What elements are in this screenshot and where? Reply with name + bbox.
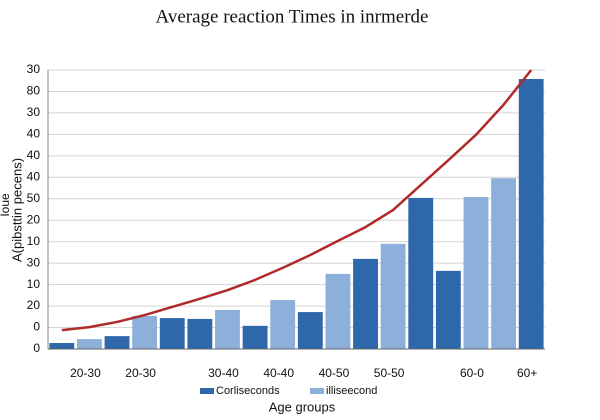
y-tick-label: 40 (27, 148, 41, 162)
bar (435, 270, 461, 349)
bar (463, 197, 489, 349)
bar (242, 325, 268, 349)
legend-label: Corliseconds (216, 385, 280, 397)
bar (159, 318, 185, 349)
bar (325, 273, 351, 349)
bar (518, 79, 544, 349)
y-tick-label: 20 (27, 298, 41, 312)
y-axis-title: A(pibsttin pecens) (9, 158, 24, 262)
bar (380, 243, 406, 349)
y-axis-title: Ioue (0, 193, 12, 217)
y-tick-label: 30 (27, 255, 41, 269)
chart-title: Average reaction Times in inrmerde (156, 6, 429, 27)
trend-line (61, 69, 533, 332)
bar (353, 258, 378, 349)
x-tick-label: 60+ (517, 366, 537, 380)
bar (132, 315, 158, 349)
legend-label: illiseecond (326, 385, 377, 397)
bar (187, 318, 213, 349)
y-tick-label: 40 (27, 127, 41, 141)
bar (76, 339, 102, 349)
y-tick-label: 0 (33, 320, 40, 334)
x-tick-label: 50-50 (374, 366, 405, 380)
x-tick-label: 20-30 (70, 366, 101, 380)
x-tick-label: 40-40 (263, 366, 294, 380)
y-tick-label: 50 (27, 191, 41, 205)
y-tick-label: 80 (27, 84, 41, 98)
bar (270, 300, 296, 349)
bar (49, 342, 75, 349)
y-tick-label: 30 (27, 105, 41, 119)
y-tick-label: 30 (27, 62, 41, 76)
x-axis-title: Age groups (269, 399, 336, 414)
y-tick-label: 20 (27, 212, 41, 226)
y-tick-label: 40 (27, 169, 41, 183)
y-tick-label: 10 (27, 277, 41, 291)
bar (104, 336, 130, 349)
bar (491, 178, 517, 349)
y-tick-label: 0 (33, 341, 40, 355)
bar (297, 312, 323, 349)
legend-swatch (200, 388, 214, 394)
bar (215, 309, 240, 349)
bar (408, 197, 434, 349)
x-tick-label: 30-40 (208, 366, 239, 380)
y-tick-label: 10 (27, 234, 41, 248)
x-tick-label: 60-0 (460, 366, 484, 380)
legend-swatch (310, 388, 324, 394)
x-tick-label: 20-30 (125, 366, 156, 380)
x-tick-label: 40-50 (319, 366, 350, 380)
